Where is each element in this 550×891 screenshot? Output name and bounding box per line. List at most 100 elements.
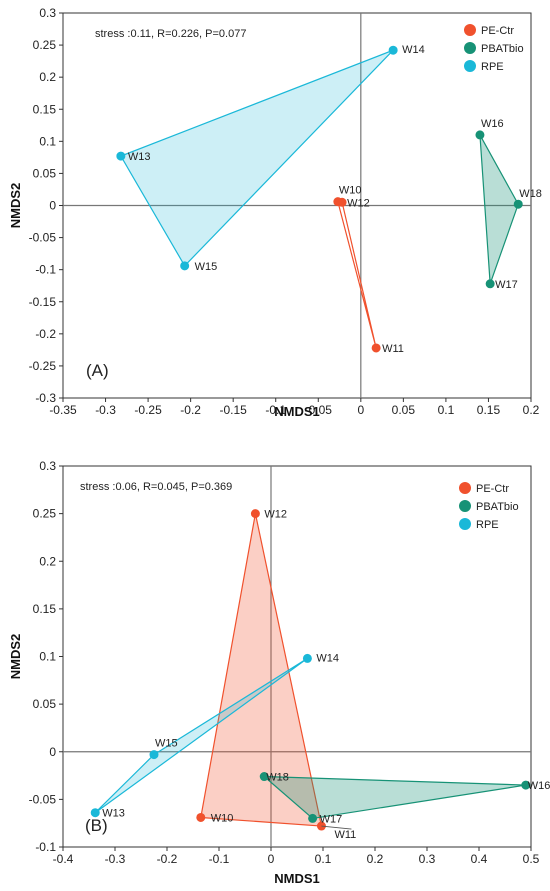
x-tick-label: 0.1 bbox=[438, 403, 455, 417]
point-label-w11: W11 bbox=[334, 829, 356, 841]
point-w14 bbox=[302, 653, 312, 663]
hull-pbatbio bbox=[263, 775, 527, 820]
stress-annotation: stress :0.11, R=0.226, P=0.077 bbox=[95, 28, 246, 40]
point-w16 bbox=[475, 130, 485, 140]
point-label-w15: W15 bbox=[195, 261, 218, 273]
legend-swatch-pe-ctr bbox=[459, 482, 471, 494]
y-tick-label: 0.2 bbox=[39, 70, 56, 84]
y-axis-title: NMDS2 bbox=[8, 183, 23, 229]
y-tick-label: -0.15 bbox=[29, 295, 57, 309]
point-w10 bbox=[196, 812, 206, 822]
y-tick-label: -0.2 bbox=[35, 327, 56, 341]
point-w12 bbox=[250, 509, 260, 519]
x-tick-label: -0.2 bbox=[157, 852, 178, 866]
point-label-w11: W11 bbox=[382, 343, 404, 355]
point-w13 bbox=[116, 151, 126, 161]
point-label-w14: W14 bbox=[316, 652, 339, 664]
legend-swatch-pe-ctr bbox=[464, 24, 476, 36]
legend-label-pe-ctr: PE-Ctr bbox=[476, 483, 509, 495]
y-tick-label: -0.05 bbox=[29, 792, 57, 806]
leader-line bbox=[321, 825, 352, 830]
point-w15 bbox=[180, 261, 190, 271]
legend-label-pbatbio: PBATbio bbox=[481, 43, 524, 55]
hull-pe-ctr bbox=[337, 201, 377, 349]
nmds-panel-a: -0.35 -0.3 -0.25 -0.2 -0.15 -0.1 -0.05 0 0.05 0.1… bbox=[8, 6, 542, 419]
y-tick-label: 0.25 bbox=[33, 38, 57, 52]
point-label-w14: W14 bbox=[402, 44, 425, 56]
legend: PE-Ctr PBATbio RPE bbox=[464, 24, 524, 73]
point-w15 bbox=[149, 750, 159, 760]
x-tick-label: 0 bbox=[357, 403, 364, 417]
y-tick-label: 0 bbox=[49, 199, 56, 213]
hull-rpe bbox=[120, 49, 394, 267]
x-tick-label: -0.35 bbox=[49, 403, 77, 417]
y-tick-label: -0.3 bbox=[35, 391, 56, 405]
point-w18 bbox=[513, 199, 523, 209]
x-tick-label: -0.1 bbox=[209, 852, 230, 866]
x-axis-title: NMDS1 bbox=[274, 404, 320, 419]
point-w13 bbox=[90, 808, 100, 818]
point-w16 bbox=[521, 780, 531, 790]
y-tick-label: 0.3 bbox=[39, 6, 56, 20]
point-label-w16: W16 bbox=[481, 118, 504, 130]
x-axis-title: NMDS1 bbox=[274, 871, 320, 886]
stress-annotation: stress :0.06, R=0.045, P=0.369 bbox=[80, 481, 232, 493]
x-tick-label: -0.1 bbox=[265, 403, 286, 417]
x-tick-label: 0.4 bbox=[471, 852, 488, 866]
x-tick-label: 0.5 bbox=[523, 852, 540, 866]
x-tick-label: -0.25 bbox=[134, 403, 162, 417]
x-tick-label: -0.3 bbox=[105, 852, 126, 866]
x-tick-label: -0.05 bbox=[305, 403, 333, 417]
legend-label-pbatbio: PBATbio bbox=[476, 501, 519, 513]
y-tick-label: 0.1 bbox=[39, 650, 56, 664]
y-tick-label: 0.2 bbox=[39, 554, 56, 568]
point-w11 bbox=[371, 343, 381, 353]
x-tick-label: 0.1 bbox=[315, 852, 332, 866]
x-tick-label: -0.15 bbox=[220, 403, 248, 417]
y-tick-label: 0.05 bbox=[33, 166, 57, 180]
point-label-w16: W16 bbox=[528, 780, 550, 792]
legend-label-rpe: RPE bbox=[481, 61, 504, 73]
point-label-w10: W10 bbox=[339, 185, 362, 197]
x-tick-label: -0.2 bbox=[180, 403, 201, 417]
y-tick-label: -0.25 bbox=[29, 359, 57, 373]
panel-label: (A) bbox=[86, 361, 109, 380]
point-label-w17: W17 bbox=[320, 813, 343, 825]
y-tick-label: -0.1 bbox=[35, 840, 56, 854]
x-tick-label: 0.2 bbox=[367, 852, 384, 866]
point-w12 bbox=[337, 197, 347, 207]
y-tick-label: 0 bbox=[49, 745, 56, 759]
legend: PE-Ctr PBATbio RPE bbox=[459, 482, 519, 531]
y-axis-title: NMDS2 bbox=[8, 634, 23, 680]
legend-swatch-rpe bbox=[459, 518, 471, 530]
point-label-w12: W12 bbox=[347, 197, 370, 209]
x-tick-label: 0.15 bbox=[477, 403, 501, 417]
point-label-w13: W13 bbox=[128, 151, 151, 163]
point-label-w15: W15 bbox=[155, 738, 178, 750]
point-label-w18: W18 bbox=[519, 188, 542, 200]
hull-pbatbio bbox=[479, 134, 519, 285]
legend-swatch-pbatbio bbox=[464, 42, 476, 54]
legend-label-pe-ctr: PE-Ctr bbox=[481, 25, 514, 37]
point-w18 bbox=[259, 772, 269, 782]
x-tick-label: 0 bbox=[268, 852, 275, 866]
hull-rpe bbox=[94, 657, 308, 814]
y-tick-label: 0.05 bbox=[33, 697, 57, 711]
legend-label-rpe: RPE bbox=[476, 519, 499, 531]
point-label-w17: W17 bbox=[495, 279, 518, 291]
point-label-w10: W10 bbox=[211, 812, 234, 824]
y-tick-label: 0.25 bbox=[33, 507, 57, 521]
y-tick-label: -0.05 bbox=[29, 231, 57, 245]
point-label-w12: W12 bbox=[264, 509, 287, 521]
legend-swatch-pbatbio bbox=[459, 500, 471, 512]
y-tick-label: -0.1 bbox=[35, 263, 56, 277]
x-tick-label: 0.3 bbox=[419, 852, 436, 866]
x-tick-label: 0.2 bbox=[523, 403, 540, 417]
point-label-w13: W13 bbox=[102, 808, 125, 820]
nmds-panel-b: -0.4 -0.3 -0.2 -0.1 0 0.1 0.2 0.3 0.4 0.5 -0.1 -0.0… bbox=[8, 459, 550, 886]
legend-swatch-rpe bbox=[464, 60, 476, 72]
point-w14 bbox=[388, 45, 398, 55]
point-w17 bbox=[308, 813, 318, 823]
point-w17 bbox=[485, 279, 495, 289]
x-tick-label: 0.05 bbox=[392, 403, 416, 417]
